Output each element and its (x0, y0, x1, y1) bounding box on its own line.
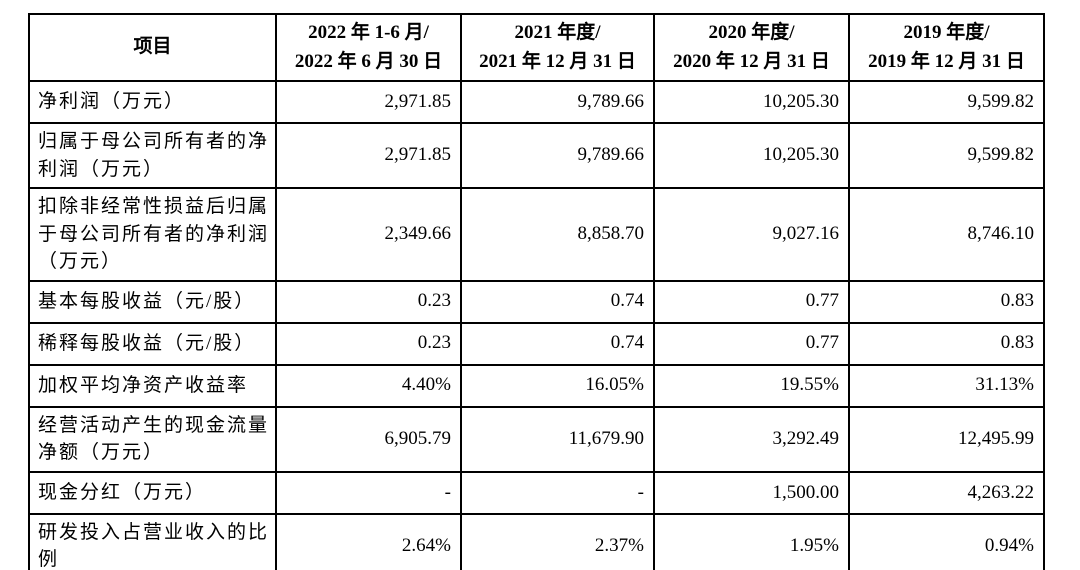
period-line1: 2021 年度/ (514, 22, 601, 43)
row-label: 研发投入占营业收入的比例 (28, 512, 277, 570)
row-value: 8,858.70 (460, 187, 655, 282)
period-line1: 2019 年度/ (903, 22, 990, 43)
row-value: 6,905.79 (275, 405, 462, 473)
row-value: 8,746.10 (848, 187, 1045, 282)
row-value: 0.23 (275, 321, 462, 366)
row-value: 9,599.82 (848, 121, 1045, 190)
period-line2: 2019 年 12 月 31 日 (868, 50, 1025, 72)
row-value: 9,789.66 (460, 121, 655, 190)
row-label: 基本每股收益（元/股） (28, 279, 277, 324)
row-value: 4.40% (275, 363, 462, 408)
row-value: - (460, 470, 655, 515)
row-value: 0.83 (848, 321, 1045, 366)
row-value: 0.74 (460, 279, 655, 324)
column-header-period: 2019 年度/ 2019 年 12 月 31 日 (848, 13, 1045, 82)
row-value: 12,495.99 (848, 405, 1045, 473)
row-value: 0.94% (848, 512, 1045, 570)
table-body: 净利润（万元） 2,971.85 9,789.66 10,205.30 9,599.82… (28, 80, 1045, 570)
row-value: 2.64% (275, 512, 462, 570)
row-value: 0.77 (653, 321, 850, 366)
row-label: 经营活动产生的现金流量净额（万元） (28, 405, 277, 473)
row-value: 0.74 (460, 321, 655, 366)
row-value: 4,263.22 (848, 470, 1045, 515)
table-row: 归属于母公司所有者的净利润（万元） 2,971.85 9,789.66 10,205.… (28, 121, 1045, 190)
period-line1: 2020 年度/ (708, 22, 795, 43)
row-value: 0.83 (848, 279, 1045, 324)
row-value: 1,500.00 (653, 470, 850, 515)
financial-summary-table: 项目 2022 年 1-6 月/ 2022 年 6 月 30 日 2021 年度… (28, 13, 1045, 570)
row-value: 9,599.82 (848, 80, 1045, 124)
row-value: 10,205.30 (653, 80, 850, 124)
row-value: 2.37% (460, 512, 655, 570)
row-value: 1.95% (653, 512, 850, 570)
row-label: 净利润（万元） (28, 80, 277, 124)
row-value: 9,789.66 (460, 80, 655, 124)
row-value: 2,349.66 (275, 187, 462, 282)
column-header-item: 项目 (28, 13, 277, 82)
period-line2: 2020 年 12 月 31 日 (673, 50, 830, 72)
column-header-period: 2020 年度/ 2020 年 12 月 31 日 (653, 13, 850, 82)
table-row: 经营活动产生的现金流量净额（万元） 6,905.79 11,679.90 3,292.… (28, 405, 1045, 473)
row-value: 2,971.85 (275, 121, 462, 190)
row-value: 11,679.90 (460, 405, 655, 473)
row-value: 19.55% (653, 363, 850, 408)
period-line2: 2022 年 6 月 30 日 (294, 50, 443, 72)
column-header-period: 2022 年 1-6 月/ 2022 年 6 月 30 日 (275, 13, 462, 82)
table-row: 净利润（万元） 2,971.85 9,789.66 10,205.30 9,599.82 (28, 80, 1045, 124)
row-value: 31.13% (848, 363, 1045, 408)
column-header-period: 2021 年度/ 2021 年 12 月 31 日 (460, 13, 655, 82)
table-row: 稀释每股收益（元/股） 0.23 0.74 0.77 0.83 (28, 321, 1045, 366)
row-value: 16.05% (460, 363, 655, 408)
row-label: 扣除非经常性损益后归属于母公司所有者的净利润（万元） (28, 187, 277, 282)
table-row: 研发投入占营业收入的比例 2.64% 2.37% 1.95% 0.94% (28, 512, 1045, 570)
row-label: 归属于母公司所有者的净利润（万元） (28, 121, 277, 190)
row-value: 0.23 (275, 279, 462, 324)
row-value: 2,971.85 (275, 80, 462, 124)
row-value: 3,292.49 (653, 405, 850, 473)
period-line2: 2021 年 12 月 31 日 (479, 50, 636, 72)
table-row: 加权平均净资产收益率 4.40% 16.05% 19.55% 31.13% (28, 363, 1045, 408)
row-value: 9,027.16 (653, 187, 850, 282)
row-label: 加权平均净资产收益率 (28, 363, 277, 408)
row-label: 现金分红（万元） (28, 470, 277, 515)
row-label: 稀释每股收益（元/股） (28, 321, 277, 366)
period-line1: 2022 年 1-6 月/ (308, 22, 429, 43)
row-value: - (275, 470, 462, 515)
table-row: 现金分红（万元） - -1,500.00 4,263.22 (28, 470, 1045, 515)
table-row: 基本每股收益（元/股） 0.23 0.74 0.77 0.83 (28, 279, 1045, 324)
row-value: 10,205.30 (653, 121, 850, 190)
table-row: 扣除非经常性损益后归属于母公司所有者的净利润（万元） 2,349.66 8,858.… (28, 187, 1045, 282)
table-header-row: 项目 2022 年 1-6 月/ 2022 年 6 月 30 日 2021 年度… (28, 13, 1045, 82)
row-value: 0.77 (653, 279, 850, 324)
